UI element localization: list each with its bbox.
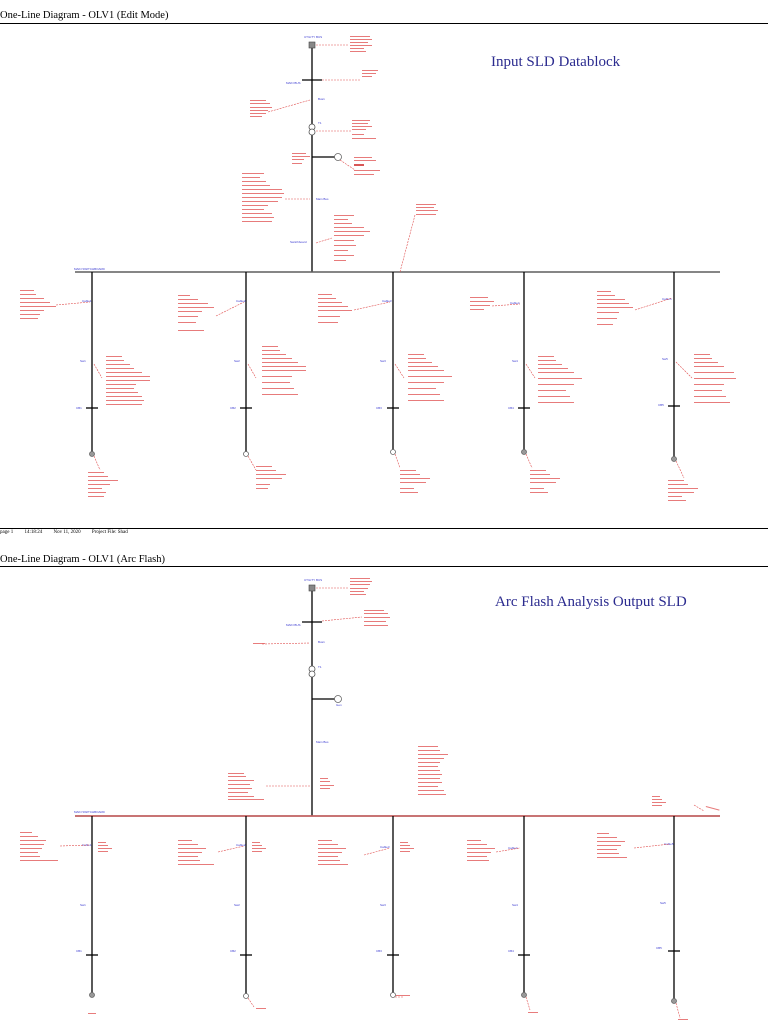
svg-text:Sw2: Sw2 [234,903,240,907]
svg-text:UTILITY BUS: UTILITY BUS [304,35,322,39]
panel-edit-caption: Input SLD Datablock [491,54,621,70]
load-icons [89,449,677,462]
svg-text:Main Bus: Main Bus [316,740,329,744]
page-footer: page 1 14:18:24 Nov 11, 2020 Project Fil… [0,530,138,535]
svg-text:CB2: CB2 [230,406,236,410]
svg-text:Sw3: Sw3 [380,903,386,907]
panel-arcflash-one-line-diagram: UTILITY BUS MAIN BUS Bus1 T1 Gen Main Bu… [20,578,720,1020]
svg-text:UTILITY BUS: UTILITY BUS [304,578,322,582]
svg-text:Bus1: Bus1 [318,640,325,644]
svg-text:CB2: CB2 [230,949,236,953]
panel-edit-one-line-diagram: UTILITY BUS MAIN BUS Bus1 T1 Main Bus Sw… [20,35,736,501]
svg-text:T1: T1 [318,121,322,125]
svg-text:Cable4: Cable4 [510,301,520,305]
svg-text:CB5: CB5 [658,403,664,407]
footer-project: Project File: Shad [91,530,128,535]
svg-text:CB4: CB4 [508,406,514,410]
generator-icon [334,153,342,161]
svg-text:Cable4: Cable4 [508,846,518,850]
utility-icon [308,41,316,49]
main-feeder [302,45,338,272]
svg-text:CB1: CB1 [76,949,82,953]
svg-text:CB3: CB3 [376,949,382,953]
footer-page: page 1 [0,530,14,535]
annotation-leaders [55,44,693,479]
transformer-icon [308,665,316,678]
svg-text:MAIN BUS: MAIN BUS [286,81,301,85]
svg-text:Bus1: Bus1 [318,97,325,101]
generator-icon [334,695,342,703]
footer-rule [0,528,768,529]
svg-text:Cable1: Cable1 [82,843,92,847]
svg-text:Cable3: Cable3 [382,299,392,303]
utility-icon [308,584,316,592]
svg-text:Sw4: Sw4 [512,359,518,363]
svg-text:Cable1: Cable1 [82,299,92,303]
svg-text:CB1: CB1 [76,406,82,410]
svg-text:T1: T1 [318,665,322,669]
panel-arcflash-caption: Arc Flash Analysis Output SLD [495,594,687,610]
svg-text:Cable5: Cable5 [664,842,674,846]
svg-text:Sw2: Sw2 [234,359,240,363]
panel-arcflash-header: One-Line Diagram - OLV1 (Arc Flash) [0,554,165,565]
footer-time: 14:18:24 [24,530,43,535]
svg-text:Sw3: Sw3 [380,359,386,363]
svg-text:Sw4: Sw4 [512,903,518,907]
svg-text:MAIN SWITCHBOARD: MAIN SWITCHBOARD [74,267,106,271]
svg-text:CB3: CB3 [376,406,382,410]
svg-text:MAIN BUS: MAIN BUS [286,623,301,627]
transformer-icon [308,123,316,136]
svg-text:Gen: Gen [336,703,342,707]
svg-text:Main Bus: Main Bus [316,197,329,201]
svg-text:Sw1: Sw1 [80,359,86,363]
svg-text:MAIN SWITCHBOARD: MAIN SWITCHBOARD [74,810,106,814]
annotation-text-blocks [20,36,736,501]
panel-edit-header-rule [0,23,768,24]
svg-text:Cable3: Cable3 [380,845,390,849]
svg-text:Cable2: Cable2 [236,843,246,847]
svg-text:CB4: CB4 [508,949,514,953]
footer-date: Nov 11, 2020 [53,530,81,535]
svg-text:Cable2: Cable2 [236,299,246,303]
svg-text:Sw5: Sw5 [660,901,666,905]
svg-text:Sw1: Sw1 [80,903,86,907]
svg-text:Cable5: Cable5 [662,297,672,301]
branches [86,272,680,458]
svg-text:Switchboard: Switchboard [290,240,307,244]
svg-text:CB5: CB5 [656,946,662,950]
svg-text:Sw5: Sw5 [662,357,668,361]
panel-edit-header: One-Line Diagram - OLV1 (Edit Mode) [0,10,169,21]
element-labels: UTILITY BUS MAIN BUS Bus1 T1 Main Bus Sw… [74,35,672,410]
load-icons [89,992,677,1004]
panel-arcflash-header-rule [0,566,768,567]
